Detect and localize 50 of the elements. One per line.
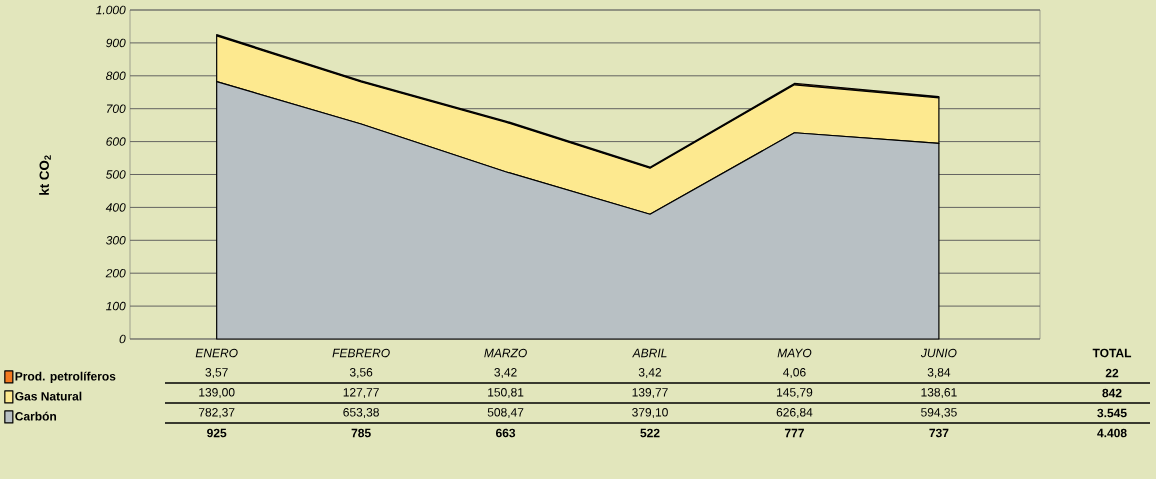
data-label: 3,57 xyxy=(205,368,228,378)
data-label: 594,35 xyxy=(921,408,957,418)
legend-label: Prod. petrolíferos xyxy=(15,371,116,383)
x-tick-label: ENERO xyxy=(195,348,238,358)
y-tick-label: 700 xyxy=(106,104,126,113)
data-label: 3,56 xyxy=(349,368,373,378)
legend-label: Carbón xyxy=(15,411,57,421)
x-tick-label: JUNIO xyxy=(920,348,957,358)
data-label: 379,10 xyxy=(632,408,668,418)
y-tick-label: 300 xyxy=(105,236,126,245)
y-tick-label: 0 xyxy=(119,334,126,344)
y-tick-label: 800 xyxy=(106,71,126,81)
y-tick-label: 100 xyxy=(106,301,126,311)
data-label: 3,42 xyxy=(494,368,517,378)
text: 737 xyxy=(929,428,949,438)
data-label: 3,42 xyxy=(638,368,662,378)
text: 777 xyxy=(784,428,804,438)
data-label: 138,61 xyxy=(921,388,957,398)
data-label: 150,81 xyxy=(488,388,524,398)
y-tick-label: 600 xyxy=(106,137,126,146)
data-label: 653,38 xyxy=(343,408,379,418)
data-label: 139,77 xyxy=(632,388,668,398)
y-tick-label: 900 xyxy=(106,38,126,48)
text: 925 xyxy=(207,428,227,438)
text: 663 xyxy=(496,428,516,438)
x-tick-label: FEBRERO xyxy=(332,348,390,358)
text: 785 xyxy=(351,428,371,438)
y-axis-title: kt CO$_{2}$ xyxy=(39,155,51,195)
text: 4.408 xyxy=(1097,428,1127,438)
text: 522 xyxy=(640,428,660,438)
text: TOTAL xyxy=(1092,348,1132,358)
y-tick-label: 400 xyxy=(105,203,126,212)
data-label: 626,84 xyxy=(776,408,813,418)
legend-label: Gas Natural xyxy=(15,391,82,401)
text: 22 xyxy=(1105,368,1119,378)
data-label: 782,37 xyxy=(198,408,235,418)
data-label: 4,06 xyxy=(783,368,806,378)
text: 3.545 xyxy=(1097,408,1127,418)
x-tick-label: MAYO xyxy=(777,348,812,358)
data-label: 508,47 xyxy=(487,408,524,418)
data-label: 139,00 xyxy=(199,388,235,398)
data-label: 127,77 xyxy=(343,388,379,398)
x-tick-label: MARZO xyxy=(484,348,527,358)
x-tick-label: ABRIL xyxy=(632,348,667,358)
data-label: 3,84 xyxy=(927,368,951,378)
y-tick-label: 500 xyxy=(105,170,126,179)
y-tick-label: 1.000 xyxy=(96,5,126,15)
text: 842 xyxy=(1102,388,1122,398)
y-tick-label: 200 xyxy=(105,268,126,278)
data-label: 145,79 xyxy=(777,388,813,398)
